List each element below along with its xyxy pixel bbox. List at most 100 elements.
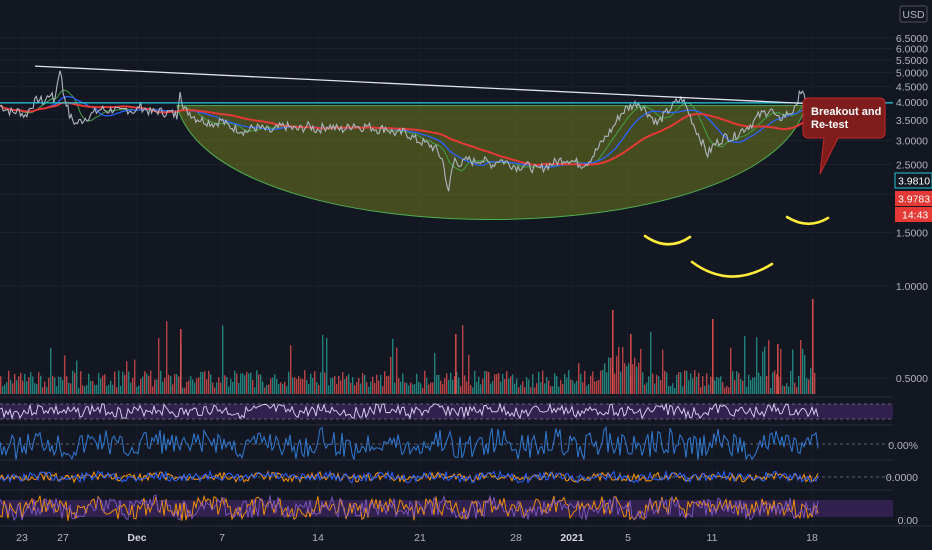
descending-trendline[interactable] [34, 65, 885, 108]
y-tick-label: 5.0000 [896, 68, 928, 80]
volume-bar [296, 379, 298, 394]
volume-bar [506, 371, 508, 394]
rsi-line [0, 402, 819, 420]
volume-bar [754, 377, 756, 394]
volume-bar [20, 372, 22, 394]
volume-bar [562, 384, 564, 394]
volume-bar [86, 385, 88, 394]
volume-bar [242, 373, 244, 394]
volume-bar [646, 382, 648, 394]
volume-bar [340, 380, 342, 394]
volume-bar [394, 383, 396, 394]
volume-bar [404, 382, 406, 394]
volume-bar [208, 370, 210, 394]
volume-bar [24, 373, 26, 394]
volume-bar [176, 374, 178, 394]
volume-bar [228, 386, 230, 394]
y-tick-label: 6.0000 [896, 43, 928, 55]
volume-bar [10, 379, 12, 394]
volume-bar [128, 371, 130, 394]
pattern-arc [785, 215, 830, 226]
volume-bar [22, 380, 24, 394]
volume-bar [414, 384, 416, 394]
volume-bar [34, 382, 36, 394]
volume-bar [556, 375, 558, 394]
volume-bar [6, 381, 8, 394]
volume-bar [344, 379, 346, 394]
volume-bar [290, 345, 292, 394]
x-tick-label: 23 [16, 532, 28, 544]
volume-bar [138, 385, 140, 394]
last-price-tag: 3.9783 [895, 191, 932, 206]
volume-bar [798, 375, 800, 394]
time-axis[interactable]: 23 27 Dec 7 14 21 28 2021 5 11 18 [16, 532, 818, 544]
volume-bar [614, 373, 616, 394]
volume-bar [658, 376, 660, 394]
volume-bar [602, 369, 604, 394]
volume-bar [272, 377, 274, 394]
volume-bar [368, 386, 370, 394]
volume-bar [470, 385, 472, 394]
volume-bar [688, 380, 690, 394]
volume-bar [442, 383, 444, 394]
volume-bar [392, 338, 394, 394]
level-price-tag: 3.9810 [894, 172, 932, 189]
pattern-arc [643, 234, 692, 246]
volume-bar [550, 386, 552, 394]
volume-bar [250, 372, 252, 394]
volume-bar [64, 355, 66, 394]
breakout-callout[interactable]: Breakout and Re-test [802, 97, 886, 175]
x-tick-label: 27 [57, 532, 69, 544]
volume-bar [596, 381, 598, 394]
volume-bar [436, 374, 438, 394]
volume-bar [558, 386, 560, 394]
volume-bar [584, 370, 586, 394]
volume-bar [452, 379, 454, 394]
volume-bar [748, 374, 750, 394]
volume-bar [172, 384, 174, 394]
volume-bar [252, 379, 254, 394]
volume-bar [132, 377, 134, 394]
volume-bar [634, 357, 636, 394]
volume-bar [484, 371, 486, 394]
volume-bar [300, 378, 302, 394]
volume-bar [56, 386, 58, 394]
last-price-text: 3.9783 [898, 194, 930, 206]
volume-bar [148, 375, 150, 394]
volume-bar [36, 384, 38, 394]
volume-bar [580, 373, 582, 394]
volume-bar [312, 377, 314, 394]
volume-bar [162, 381, 164, 394]
volume-bar [288, 371, 290, 394]
volume-bar [732, 371, 734, 394]
volume-bar [710, 376, 712, 394]
volume-bar [530, 387, 532, 394]
volume-bar [78, 387, 80, 394]
x-tick-label: Dec [127, 532, 146, 544]
volume-bar [450, 372, 452, 394]
volume-bar [186, 381, 188, 394]
volume-bar [214, 387, 216, 394]
volume-bar [532, 374, 534, 394]
volume-bar [492, 380, 494, 394]
callout-line-1: Breakout and [811, 106, 881, 118]
y-tick-label: 2.5000 [896, 160, 928, 172]
volume-bar [440, 380, 442, 394]
volume-bar [510, 376, 512, 394]
volume-bar [70, 383, 72, 394]
volume-bar [120, 385, 122, 394]
currency-badge[interactable]: USD [899, 5, 928, 23]
volume-bar [146, 373, 148, 394]
volume-bar [348, 373, 350, 394]
volume-bar [554, 373, 556, 394]
volume-bar [410, 382, 412, 394]
volume-bar [12, 383, 14, 394]
volume-bar [642, 372, 644, 394]
volume-bar [796, 387, 798, 394]
volume-bar [466, 381, 468, 394]
volume-bar [594, 381, 596, 394]
volume-bar [358, 378, 360, 394]
volume-bar [682, 386, 684, 394]
volume-bar [222, 325, 224, 394]
